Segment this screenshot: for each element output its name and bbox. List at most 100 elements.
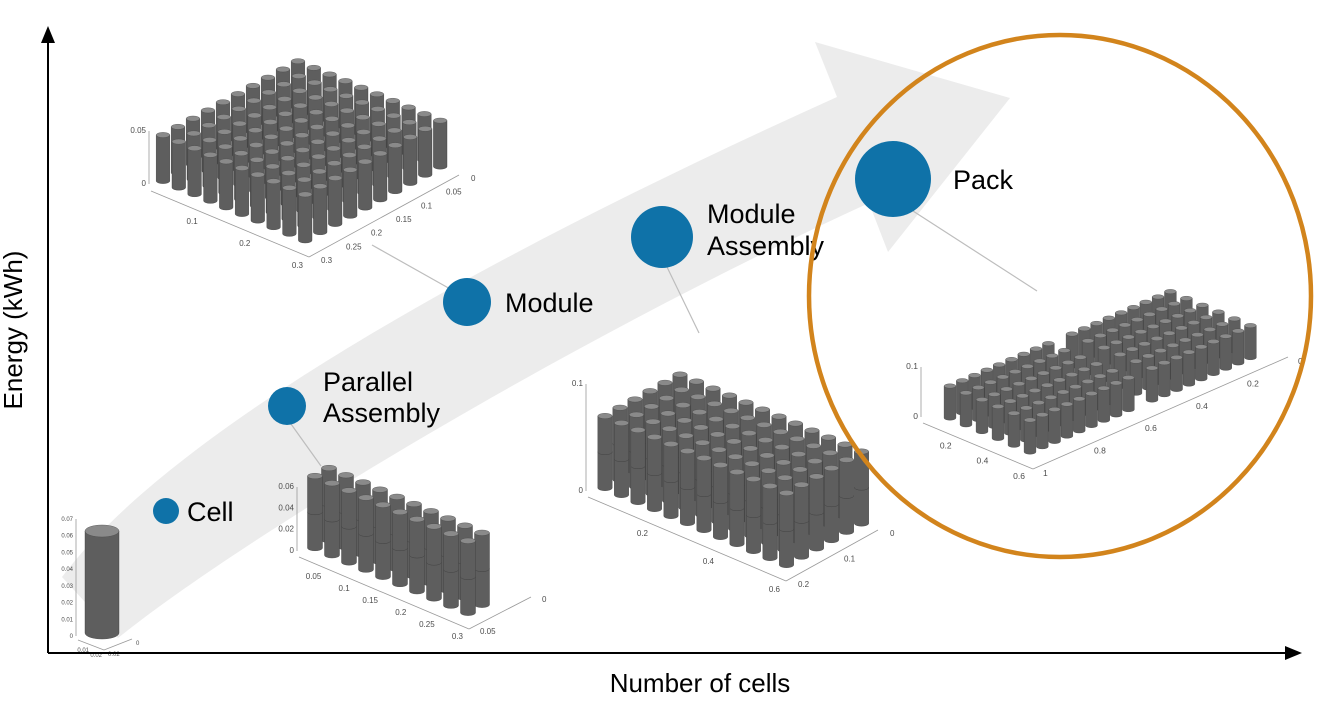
- stage-dot-cell: [153, 498, 179, 524]
- cylinder-top: [202, 137, 217, 143]
- pack-axes: 0.1 0 0.2 0.4 0.6 1 0.8 0.6 0.4 0.2 0: [906, 356, 1303, 481]
- cylinder-top: [171, 138, 186, 145]
- cylinder-top: [1106, 368, 1119, 374]
- cylinder: [343, 169, 358, 219]
- cylinder-top: [293, 102, 308, 109]
- tick-label: 0.02: [90, 653, 102, 659]
- module-cylinder-array: [155, 58, 448, 244]
- module_assembly-axes: 0.1 0 0.2 0.4 0.6 0.2 0.1 0: [572, 379, 895, 594]
- cylinder-top: [759, 452, 775, 459]
- cylinder-top: [741, 430, 757, 436]
- cylinder-top: [433, 117, 448, 124]
- cylinder-top: [1094, 333, 1107, 338]
- cylinder-top: [386, 112, 401, 119]
- cylinder-top: [155, 132, 170, 138]
- cylinder-top: [263, 119, 278, 125]
- cylinder-top: [443, 530, 459, 537]
- cylinder-top: [675, 402, 691, 408]
- tick-label: 0.2: [371, 229, 383, 238]
- cylinder-top: [406, 501, 422, 508]
- cylinder: [713, 500, 728, 540]
- cylinder-top: [806, 442, 821, 449]
- module_assembly-cylinder-array: [597, 371, 869, 568]
- cylinder-top: [373, 150, 388, 157]
- cylinder-top: [777, 474, 793, 481]
- cylinder: [991, 406, 1005, 441]
- cylinder-top: [306, 65, 321, 71]
- cylinder-top: [695, 439, 710, 446]
- cylinder-top: [341, 487, 357, 494]
- cylinder-top: [629, 411, 644, 418]
- cylinder-top: [1219, 333, 1232, 339]
- cylinder-top: [232, 120, 247, 127]
- cylinder-top: [372, 486, 388, 493]
- plot-parallel-assembly: 0.06 0.04 0.02 0 0.05 0.1 0.15 0.2 0.25 0.3 0.05 0: [278, 465, 547, 641]
- cylinder: [266, 181, 281, 230]
- cylinder-top: [1036, 412, 1049, 418]
- tick-label: 0: [142, 179, 147, 188]
- tick-label: 0.2: [395, 608, 407, 617]
- cylinder-top: [779, 490, 794, 496]
- cylinder: [375, 540, 391, 580]
- cylinder-top: [1154, 348, 1167, 353]
- cylinder-top: [980, 367, 994, 373]
- cylinder-top: [295, 147, 310, 153]
- cylinder-top: [356, 129, 371, 135]
- cylinder: [1097, 388, 1110, 423]
- cylinder: [779, 528, 794, 568]
- x-axis-arrowhead: [1285, 646, 1302, 660]
- cylinder: [1048, 409, 1061, 444]
- cylinder: [839, 495, 854, 535]
- cylinder-top: [265, 148, 280, 155]
- cylinder-top: [972, 385, 985, 390]
- cylinder: [614, 458, 629, 498]
- cylinder-top: [392, 509, 408, 516]
- tick-label: 0.2: [798, 580, 810, 589]
- cylinder: [324, 519, 340, 559]
- cylinder-top: [246, 97, 261, 104]
- tick-label: 0.1: [421, 201, 433, 210]
- cylinder: [426, 562, 442, 602]
- cylinder: [307, 475, 323, 515]
- cylinder-top: [218, 143, 233, 150]
- cylinder-top: [1182, 349, 1196, 355]
- cylinder-top: [282, 184, 297, 191]
- cylinder: [1007, 413, 1021, 448]
- plot-module: 0.05 0 0.1 0.2 0.3 0.3 0.25 0.2 0.15 0.1 0.05 0: [130, 58, 476, 270]
- cylinder: [84, 530, 120, 640]
- stage-dot-module-assembly: [631, 206, 693, 268]
- cylinder-top: [1061, 360, 1075, 365]
- tick-label: 0.04: [278, 503, 294, 512]
- tick-label: 0.15: [396, 215, 412, 224]
- cylinder-top: [1078, 326, 1091, 332]
- cylinder-top: [358, 494, 374, 501]
- cylinder-top: [791, 451, 806, 457]
- cylinder-top: [680, 448, 695, 454]
- tick-label: 0.1: [572, 379, 584, 388]
- cylinder: [375, 504, 391, 544]
- cylinder: [696, 493, 712, 533]
- cylinder-top: [1167, 301, 1181, 307]
- cylinder: [392, 547, 408, 587]
- plot-module-assembly: 0.1 0 0.2 0.4 0.6 0.2 0.1 0: [572, 371, 895, 594]
- parallel_assembly-cylinder-array: [307, 465, 490, 616]
- cylinder-top: [426, 523, 442, 530]
- cylinder-top: [1187, 320, 1200, 325]
- tick-label: 0.6: [769, 585, 781, 594]
- cylinder-top: [956, 378, 969, 384]
- cylinder-top: [1159, 318, 1172, 324]
- module-axes: 0.05 0 0.1 0.2 0.3 0.3 0.25 0.2 0.15 0.1 0.05 0: [130, 126, 476, 270]
- tick-label: 0.1: [906, 361, 918, 371]
- tick-label: 0.1: [844, 555, 856, 564]
- cylinder-top: [84, 524, 120, 538]
- cylinder: [854, 487, 869, 527]
- cylinder-top: [771, 413, 787, 420]
- cylinder: [1219, 336, 1232, 371]
- cylinder-top: [744, 460, 760, 467]
- cylinder-top: [1122, 334, 1135, 340]
- cylinder-top: [1090, 320, 1103, 326]
- cylinder-top: [660, 410, 676, 417]
- tick-label: 0: [913, 411, 918, 421]
- cylinder-top: [401, 104, 416, 111]
- cylinder-top: [297, 176, 312, 183]
